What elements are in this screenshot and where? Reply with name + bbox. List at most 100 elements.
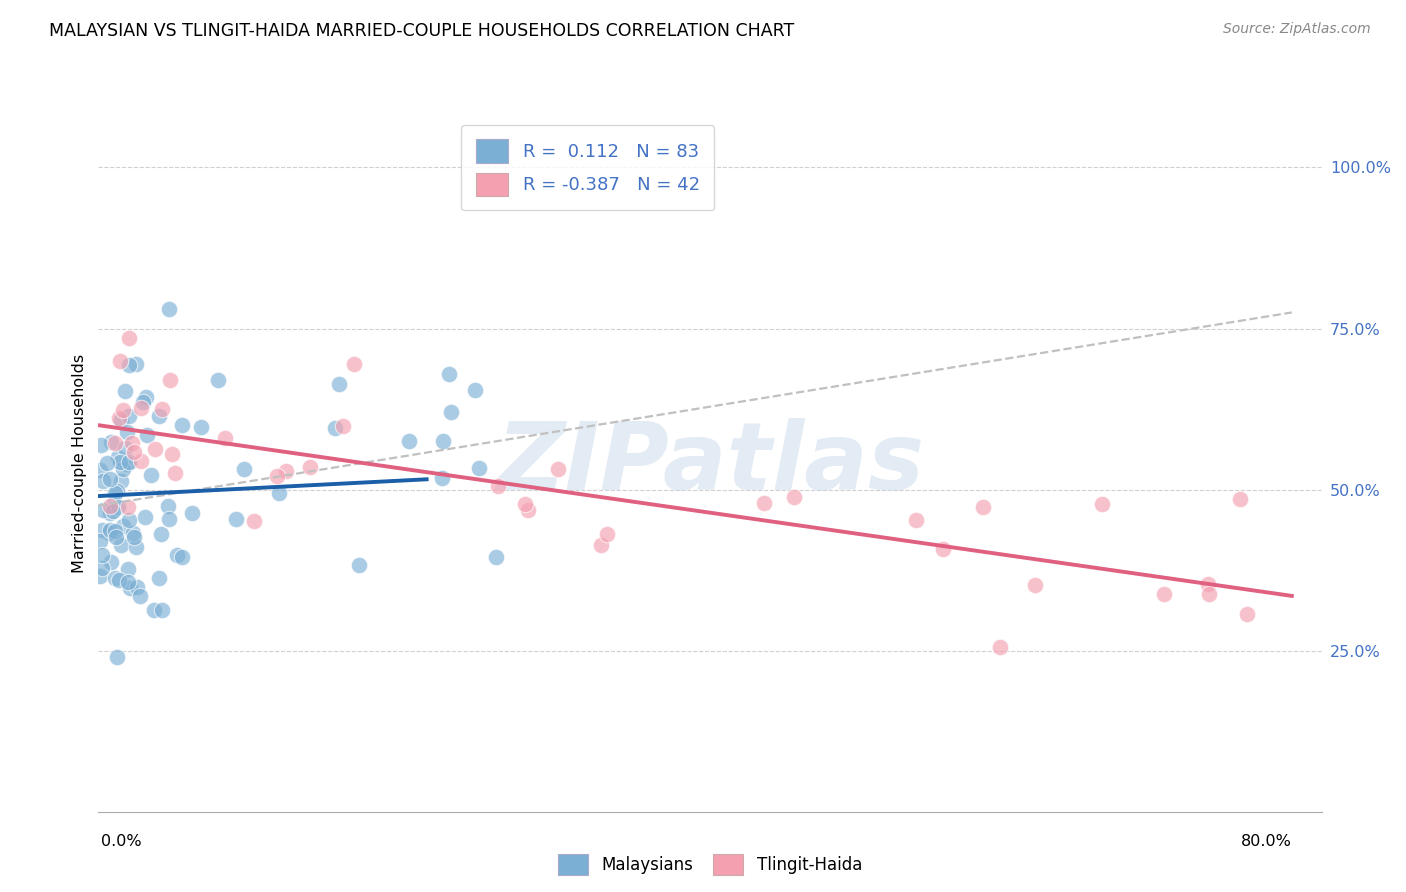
Point [114, 441, 136, 455]
Point [108, 410, 131, 425]
Point [98, 506, 121, 520]
Point [166, 549, 188, 563]
Point [89, 568, 111, 582]
Point [118, 359, 141, 373]
Point [207, 373, 229, 387]
Point [267, 486, 290, 500]
Point [266, 469, 288, 483]
Point [131, 395, 153, 409]
Point [1153, 587, 1175, 601]
Point [122, 525, 145, 540]
Point [107, 450, 129, 464]
Point [108, 573, 131, 587]
Point [988, 640, 1011, 654]
Point [103, 524, 125, 538]
Point [440, 405, 463, 419]
Point [108, 455, 131, 469]
Point [114, 384, 136, 399]
Point [349, 558, 371, 572]
Point [125, 580, 148, 594]
Point [143, 603, 166, 617]
Text: Source: ZipAtlas.com: Source: ZipAtlas.com [1223, 22, 1371, 37]
Point [118, 331, 141, 345]
Point [125, 358, 148, 372]
Point [129, 401, 152, 415]
Text: 0.0%: 0.0% [101, 834, 142, 849]
Point [108, 353, 131, 368]
Point [485, 550, 508, 565]
Point [98, 524, 121, 538]
Point [1197, 577, 1219, 591]
Point [170, 417, 193, 432]
Point [328, 377, 350, 392]
Point [128, 589, 150, 603]
Text: ZIPatlas: ZIPatlas [496, 417, 924, 510]
Point [89, 463, 111, 477]
Point [163, 466, 186, 480]
Text: MALAYSIAN VS TLINGIT-HAIDA MARRIED-COUPLE HOUSEHOLDS CORRELATION CHART: MALAYSIAN VS TLINGIT-HAIDA MARRIED-COUPL… [49, 22, 794, 40]
Point [159, 301, 181, 316]
Point [225, 511, 247, 525]
Point [118, 455, 141, 469]
Point [91, 503, 114, 517]
Point [180, 506, 202, 520]
Point [107, 500, 129, 515]
Point [98, 472, 121, 486]
Point [117, 575, 139, 590]
Point [243, 514, 266, 528]
Point [464, 383, 486, 397]
Legend: Malaysians, Tlingit-Haida: Malaysians, Tlingit-Haida [550, 846, 870, 883]
Point [91, 474, 114, 488]
Point [157, 512, 180, 526]
Point [105, 650, 128, 665]
Point [432, 434, 454, 448]
Point [214, 431, 236, 445]
Point [332, 418, 354, 433]
Point [110, 475, 132, 489]
Point [233, 461, 256, 475]
Point [298, 459, 321, 474]
Point [104, 485, 127, 500]
Point [276, 464, 298, 478]
Point [135, 390, 157, 404]
Point [323, 421, 346, 435]
Point [105, 483, 128, 498]
Point [905, 513, 928, 527]
Point [783, 491, 806, 505]
Point [1229, 492, 1251, 507]
Point [118, 409, 141, 424]
Point [157, 499, 180, 513]
Point [488, 479, 510, 493]
Point [100, 434, 122, 449]
Point [110, 412, 132, 426]
Point [754, 496, 776, 510]
Point [547, 462, 569, 476]
Point [148, 409, 170, 424]
Point [104, 570, 127, 584]
Point [104, 530, 127, 544]
Point [139, 467, 162, 482]
Point [110, 538, 132, 552]
Point [117, 500, 139, 515]
Point [90, 548, 112, 562]
Point [932, 541, 955, 556]
Point [112, 519, 135, 533]
Point [121, 436, 143, 450]
Point [1198, 587, 1220, 601]
Point [159, 374, 181, 388]
Point [150, 527, 173, 541]
Point [115, 457, 138, 471]
Point [517, 503, 540, 517]
Point [468, 460, 491, 475]
Point [150, 602, 173, 616]
Y-axis label: Married-couple Households: Married-couple Households [72, 354, 87, 574]
Point [172, 549, 194, 564]
Point [160, 447, 183, 461]
Point [129, 454, 152, 468]
Point [145, 442, 167, 456]
Point [104, 436, 127, 450]
Point [1091, 496, 1114, 510]
Point [90, 561, 112, 575]
Point [117, 562, 139, 576]
Point [111, 402, 134, 417]
